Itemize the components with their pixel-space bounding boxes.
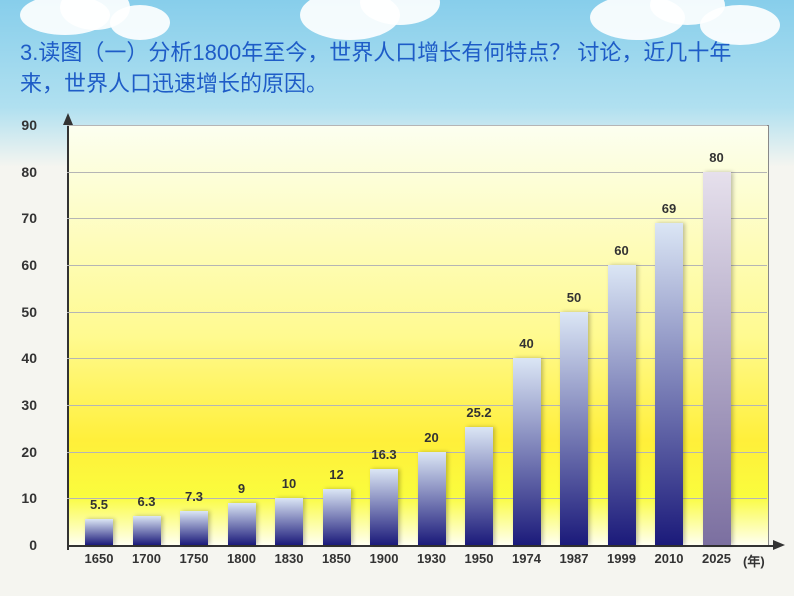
y-tick-label: 80 xyxy=(0,164,37,180)
bar-value-label: 10 xyxy=(282,476,296,491)
x-tick-label: 2025 xyxy=(692,551,742,566)
x-tick-label: 2010 xyxy=(644,551,694,566)
bar: 40 xyxy=(513,358,541,545)
bar: 69 xyxy=(655,223,683,545)
x-tick-label: 1950 xyxy=(454,551,504,566)
x-tick-label: 1700 xyxy=(122,551,172,566)
y-tick-label: 90 xyxy=(0,117,37,133)
bar-value-label: 50 xyxy=(567,290,581,305)
x-tick-label: 1900 xyxy=(359,551,409,566)
bar-value-label: 12 xyxy=(329,467,343,482)
bar-value-label: 69 xyxy=(662,201,676,216)
y-tick-label: 40 xyxy=(0,350,37,366)
x-tick-label: 1999 xyxy=(597,551,647,566)
x-axis-unit: (年) xyxy=(743,551,765,570)
x-axis xyxy=(67,545,777,547)
x-tick-label: 1930 xyxy=(407,551,457,566)
x-tick-label: 1974 xyxy=(502,551,552,566)
gridline xyxy=(67,172,767,173)
bar: 20 xyxy=(418,452,446,545)
x-tick-label: 1850 xyxy=(312,551,362,566)
bar: 6.3 xyxy=(133,516,161,545)
bar: 50 xyxy=(560,312,588,545)
y-axis-arrow-icon xyxy=(63,113,73,125)
x-tick-label: 1650 xyxy=(74,551,124,566)
bar: 5.5 xyxy=(85,519,113,545)
gridline xyxy=(67,218,767,219)
x-axis-arrow-icon xyxy=(773,540,785,550)
y-axis xyxy=(67,120,69,550)
bar-value-label: 40 xyxy=(519,336,533,351)
bar-value-label: 80 xyxy=(709,150,723,165)
bar-value-label: 6.3 xyxy=(137,494,155,509)
bar: 16.3 xyxy=(370,469,398,545)
bar: 7.3 xyxy=(180,511,208,545)
x-tick-label: 1750 xyxy=(169,551,219,566)
bar-value-label: 7.3 xyxy=(185,489,203,504)
y-tick-label: 10 xyxy=(0,490,37,506)
bar-value-label: 16.3 xyxy=(371,447,396,462)
y-tick-label: 20 xyxy=(0,444,37,460)
population-chart: 0102030405060708090 16501700175018001830… xyxy=(15,115,785,590)
bar-value-label: 20 xyxy=(424,430,438,445)
bar-value-label: 25.2 xyxy=(466,405,491,420)
slide: 3.读图（一）分析1800年至今，世界人口增长有何特点？ 讨论，近几十年来，世界… xyxy=(0,0,794,596)
y-tick-label: 70 xyxy=(0,210,37,226)
bar: 25.2 xyxy=(465,427,493,545)
bar: 9 xyxy=(228,503,256,545)
y-tick-label: 30 xyxy=(0,397,37,413)
bar-value-label: 9 xyxy=(238,481,245,496)
question-text: 3.读图（一）分析1800年至今，世界人口增长有何特点？ 讨论，近几十年来，世界… xyxy=(20,38,764,100)
gridline xyxy=(67,125,767,126)
bar: 60 xyxy=(608,265,636,545)
bar: 12 xyxy=(323,489,351,545)
y-tick-label: 60 xyxy=(0,257,37,273)
y-tick-label: 0 xyxy=(0,537,37,553)
x-tick-label: 1830 xyxy=(264,551,314,566)
x-tick-label: 1800 xyxy=(217,551,267,566)
bar-value-label: 5.5 xyxy=(90,497,108,512)
bar: 80 xyxy=(703,172,731,545)
x-tick-label: 1987 xyxy=(549,551,599,566)
bar: 10 xyxy=(275,498,303,545)
y-tick-label: 50 xyxy=(0,304,37,320)
bar-value-label: 60 xyxy=(614,243,628,258)
